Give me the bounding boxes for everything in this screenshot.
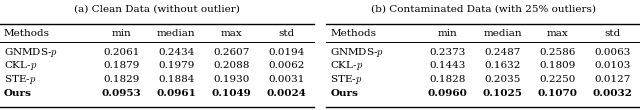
Text: 0.1828: 0.1828 <box>429 75 466 84</box>
Text: 0.0960: 0.0960 <box>428 89 468 98</box>
Text: 0.0024: 0.0024 <box>266 89 306 98</box>
Text: 0.2250: 0.2250 <box>540 75 576 84</box>
Text: max: max <box>220 28 242 38</box>
Text: 0.0062: 0.0062 <box>268 61 305 71</box>
Text: 0.2035: 0.2035 <box>484 75 521 84</box>
Text: 0.0953: 0.0953 <box>102 89 141 98</box>
Text: 0.2487: 0.2487 <box>484 48 521 57</box>
Text: (b) Contaminated Data (with 25% outliers): (b) Contaminated Data (with 25% outliers… <box>371 4 596 13</box>
Text: 0.0961: 0.0961 <box>156 89 196 98</box>
Text: 0.1443: 0.1443 <box>429 61 466 71</box>
Text: 0.2061: 0.2061 <box>103 48 140 57</box>
Text: 0.2607: 0.2607 <box>213 48 250 57</box>
Text: 0.0031: 0.0031 <box>268 75 305 84</box>
Text: Methods: Methods <box>4 28 50 38</box>
Text: 0.1025: 0.1025 <box>483 89 523 98</box>
Text: GNMDS-$p$: GNMDS-$p$ <box>330 46 385 59</box>
Text: 0.2586: 0.2586 <box>540 48 576 57</box>
Text: 0.1879: 0.1879 <box>103 61 140 71</box>
Text: 0.0194: 0.0194 <box>268 48 305 57</box>
Text: 0.1884: 0.1884 <box>158 75 195 84</box>
Text: 0.2088: 0.2088 <box>213 61 250 71</box>
Text: Ours: Ours <box>4 89 32 98</box>
Text: 0.2373: 0.2373 <box>429 48 466 57</box>
Text: 0.1049: 0.1049 <box>211 89 251 98</box>
Text: median: median <box>157 28 196 38</box>
Text: STE-$p$: STE-$p$ <box>4 73 36 86</box>
Text: 0.1979: 0.1979 <box>158 61 195 71</box>
Text: CKL-$p$: CKL-$p$ <box>330 60 364 72</box>
Text: std: std <box>604 28 621 38</box>
Text: 0.0103: 0.0103 <box>595 61 631 71</box>
Text: 0.1632: 0.1632 <box>484 61 521 71</box>
Text: GNMDS-$p$: GNMDS-$p$ <box>4 46 58 59</box>
Text: (a) Clean Data (without outlier): (a) Clean Data (without outlier) <box>74 4 240 13</box>
Text: Methods: Methods <box>330 28 376 38</box>
Text: std: std <box>278 28 294 38</box>
Text: 0.1809: 0.1809 <box>540 61 576 71</box>
Text: min: min <box>438 28 458 38</box>
Text: 0.0032: 0.0032 <box>593 89 632 98</box>
Text: 0.1930: 0.1930 <box>213 75 250 84</box>
Text: 0.1070: 0.1070 <box>538 89 578 98</box>
Text: median: median <box>483 28 522 38</box>
Text: 0.0127: 0.0127 <box>595 75 631 84</box>
Text: STE-$p$: STE-$p$ <box>330 73 362 86</box>
Text: 0.2434: 0.2434 <box>158 48 195 57</box>
Text: Ours: Ours <box>330 89 358 98</box>
Text: 0.1829: 0.1829 <box>103 75 140 84</box>
Text: max: max <box>547 28 568 38</box>
Text: min: min <box>111 28 131 38</box>
Text: 0.0063: 0.0063 <box>595 48 631 57</box>
Text: CKL-$p$: CKL-$p$ <box>4 60 37 72</box>
